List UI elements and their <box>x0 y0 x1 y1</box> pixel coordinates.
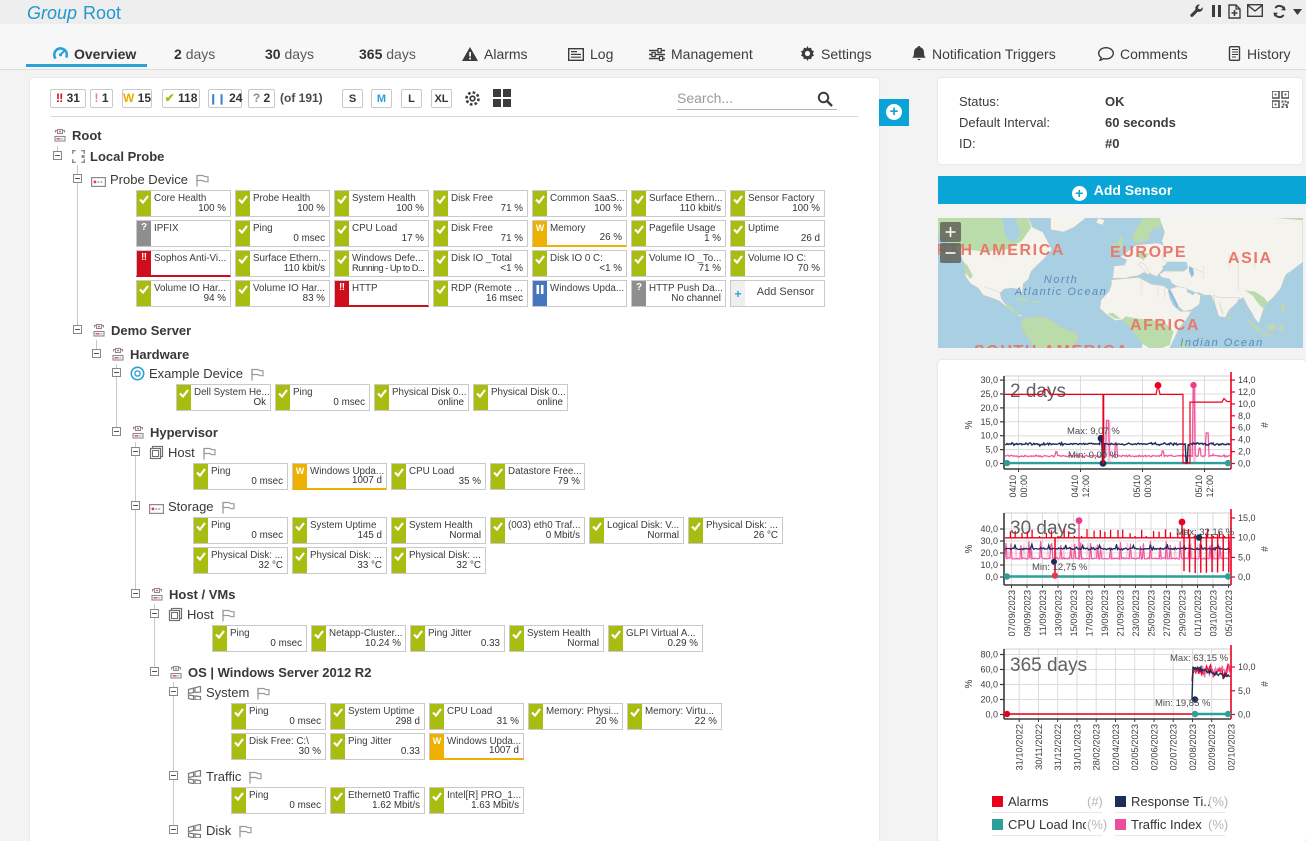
svg-text:EUROPE: EUROPE <box>1110 244 1187 261</box>
svg-text:28/02/2023: 28/02/2023 <box>1092 724 1102 771</box>
svg-text:00:00: 00:00 <box>1019 475 1029 498</box>
svg-text:#: # <box>1260 546 1271 552</box>
svg-text:31/01/2023: 31/01/2023 <box>1073 724 1083 771</box>
svg-text:20,0: 20,0 <box>980 695 998 705</box>
svg-text:29/09/2023: 29/09/2023 <box>1178 590 1188 637</box>
svg-text:ASIA: ASIA <box>1228 250 1273 267</box>
svg-text:00:00: 00:00 <box>1143 475 1153 498</box>
svg-text:0,0: 0,0 <box>985 710 998 720</box>
svg-text:5,0: 5,0 <box>1238 686 1251 696</box>
svg-text:02/09/2023: 02/09/2023 <box>1207 724 1217 771</box>
svg-text:30/11/2022: 30/11/2022 <box>1034 724 1044 770</box>
svg-text:17/09/2023: 17/09/2023 <box>1085 590 1095 637</box>
svg-text:Min: 12,75 %: Min: 12,75 % <box>1032 562 1088 573</box>
svg-text:%: % <box>964 544 975 553</box>
svg-text:30 days: 30 days <box>1010 518 1077 539</box>
svg-text:8,0: 8,0 <box>1238 411 1251 421</box>
svg-text:20,0: 20,0 <box>980 403 998 413</box>
svg-text:0,0: 0,0 <box>1238 572 1251 582</box>
svg-text:09/09/2023: 09/09/2023 <box>1023 590 1033 637</box>
svg-text:Max: 32,16 %: Max: 32,16 % <box>1176 527 1235 538</box>
svg-text:01/10/2023: 01/10/2023 <box>1193 590 1203 637</box>
svg-text:12,0: 12,0 <box>1238 387 1256 397</box>
svg-text:02/10/2023: 02/10/2023 <box>1227 724 1237 771</box>
svg-text:10,0: 10,0 <box>1238 662 1256 672</box>
svg-text:SOUTH AMERICA: SOUTH AMERICA <box>974 343 1129 348</box>
svg-text:10,0: 10,0 <box>980 431 998 441</box>
svg-text:21/09/2023: 21/09/2023 <box>1116 590 1126 637</box>
svg-text:14,0: 14,0 <box>1238 375 1256 385</box>
svg-text:10,0: 10,0 <box>1238 399 1256 409</box>
svg-text:6,0: 6,0 <box>1238 423 1251 433</box>
svg-text:15/09/2023: 15/09/2023 <box>1069 590 1079 637</box>
svg-text:AFRICA: AFRICA <box>1130 317 1200 334</box>
svg-text:365 days: 365 days <box>1010 655 1087 676</box>
svg-text:13/09/2023: 13/09/2023 <box>1054 590 1064 637</box>
svg-text:07/09/2023: 07/09/2023 <box>1007 590 1017 637</box>
svg-text:05/10: 05/10 <box>1132 475 1142 498</box>
svg-text:Min: 0,00 %: Min: 0,00 % <box>1068 450 1119 461</box>
svg-text:2,0: 2,0 <box>1238 447 1251 457</box>
svg-text:27/09/2023: 27/09/2023 <box>1162 590 1172 637</box>
svg-text:20,0: 20,0 <box>980 548 998 558</box>
svg-text:15,0: 15,0 <box>980 417 998 427</box>
svg-text:5,0: 5,0 <box>985 445 998 455</box>
svg-text:23/09/2023: 23/09/2023 <box>1131 590 1141 637</box>
svg-text:Atlantic Ocean: Atlantic Ocean <box>1014 286 1108 298</box>
svg-text:02/07/2023: 02/07/2023 <box>1169 724 1179 771</box>
svg-text:North: North <box>1044 274 1078 286</box>
svg-text:10,0: 10,0 <box>980 560 998 570</box>
svg-text:12:00: 12:00 <box>1081 475 1091 498</box>
svg-text:02/06/2023: 02/06/2023 <box>1150 724 1160 771</box>
svg-text:#: # <box>1260 422 1271 428</box>
svg-text:40,0: 40,0 <box>980 680 998 690</box>
svg-text:5,0: 5,0 <box>1238 552 1251 562</box>
svg-text:15,0: 15,0 <box>1238 513 1256 523</box>
svg-text:0,0: 0,0 <box>1238 459 1251 469</box>
svg-text:0,0: 0,0 <box>1238 710 1251 720</box>
svg-text:04/10: 04/10 <box>1070 475 1080 498</box>
svg-text:05/10: 05/10 <box>1194 475 1204 498</box>
svg-text:Max: 63,15 %: Max: 63,15 % <box>1170 653 1229 664</box>
svg-text:11/09/2023: 11/09/2023 <box>1038 590 1048 636</box>
svg-text:10,0: 10,0 <box>1238 533 1256 543</box>
svg-text:60,0: 60,0 <box>980 665 998 675</box>
svg-text:04/10: 04/10 <box>1008 475 1018 498</box>
svg-text:30,0: 30,0 <box>980 375 998 385</box>
svg-text:%: % <box>964 420 975 429</box>
svg-text:02/04/2023: 02/04/2023 <box>1111 724 1121 771</box>
svg-text:Min: 19,85 %: Min: 19,85 % <box>1155 698 1211 709</box>
svg-text:4,0: 4,0 <box>1238 435 1251 445</box>
svg-text:31/12/2022: 31/12/2022 <box>1053 724 1063 771</box>
svg-text:RTH AMERICA: RTH AMERICA <box>938 242 1065 259</box>
svg-text:#: # <box>1260 681 1271 687</box>
svg-text:0,0: 0,0 <box>985 459 998 469</box>
svg-text:80,0: 80,0 <box>980 650 998 660</box>
svg-text:25/09/2023: 25/09/2023 <box>1147 590 1157 637</box>
svg-text:12:00: 12:00 <box>1205 475 1215 498</box>
svg-text:40,0: 40,0 <box>980 524 998 534</box>
svg-text:19/09/2023: 19/09/2023 <box>1100 590 1110 637</box>
svg-text:05/10/2023: 05/10/2023 <box>1224 590 1234 637</box>
svg-text:Max: 9,07 %: Max: 9,07 % <box>1067 426 1120 437</box>
svg-text:30,0: 30,0 <box>980 536 998 546</box>
svg-text:2 days: 2 days <box>1010 381 1066 402</box>
svg-text:%: % <box>964 679 975 688</box>
svg-text:02/08/2023: 02/08/2023 <box>1188 724 1198 771</box>
svg-text:Indian Ocean: Indian Ocean <box>1180 337 1263 348</box>
svg-text:25,0: 25,0 <box>980 389 998 399</box>
svg-text:0,0: 0,0 <box>985 572 998 582</box>
svg-text:31/10/2022: 31/10/2022 <box>1015 724 1025 771</box>
svg-text:03/10/2023: 03/10/2023 <box>1209 590 1219 637</box>
svg-text:02/05/2023: 02/05/2023 <box>1130 724 1140 771</box>
